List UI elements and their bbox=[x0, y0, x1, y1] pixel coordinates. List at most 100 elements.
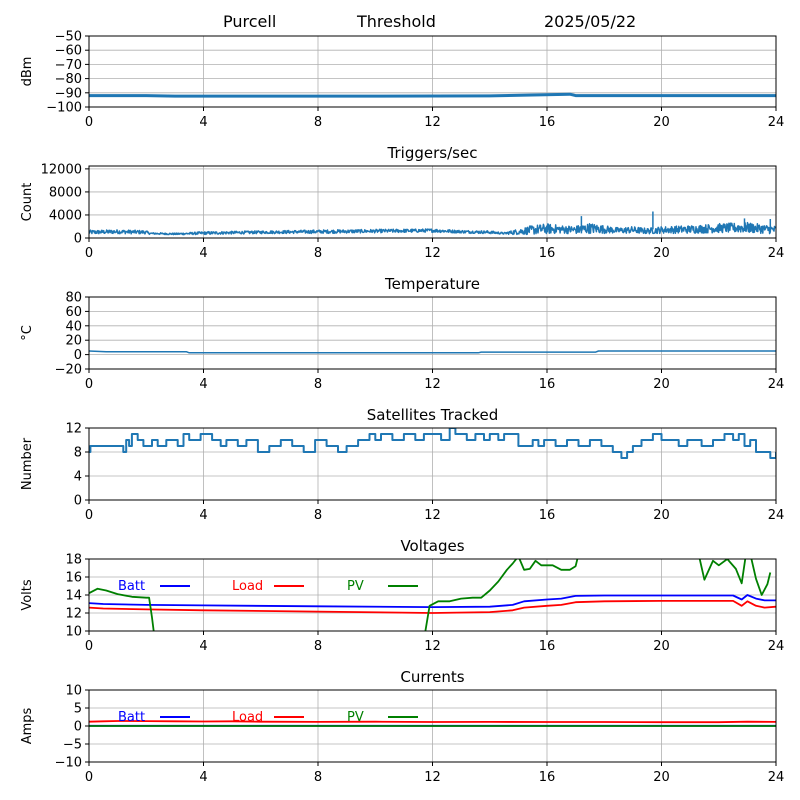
series-line bbox=[89, 92, 776, 98]
series-group bbox=[89, 559, 776, 631]
y-axis-label: dBm bbox=[20, 57, 35, 87]
y-tick-label: −50 bbox=[55, 30, 82, 45]
y-tick-label: −80 bbox=[55, 72, 82, 87]
y-tick-label: 0 bbox=[74, 348, 82, 363]
x-tick-label: 0 bbox=[85, 246, 93, 261]
x-tick-label: 4 bbox=[199, 639, 207, 654]
series-group bbox=[89, 720, 776, 727]
x-tick-label: 20 bbox=[653, 377, 670, 392]
y-tick-label: −10 bbox=[55, 756, 82, 771]
x-tick-label: 20 bbox=[653, 246, 670, 261]
x-tick-label: 16 bbox=[539, 377, 556, 392]
chart-satellites: 0 4 8 12 16 20 24 0 4 8 12 Satellites Tracked Number bbox=[20, 406, 784, 523]
y-tick-label: 10 bbox=[65, 625, 82, 640]
x-tick-label: 12 bbox=[424, 377, 441, 392]
y-tick-label: 0 bbox=[74, 232, 82, 247]
chart-title: Temperature bbox=[384, 275, 480, 293]
x-tick-label: 8 bbox=[314, 508, 322, 523]
y-axis-label: Volts bbox=[20, 579, 35, 611]
x-tick-label: 20 bbox=[653, 508, 670, 523]
series-group bbox=[89, 92, 776, 98]
y-tick-label: 80 bbox=[65, 291, 82, 306]
series-group bbox=[89, 211, 776, 236]
x-tick-label: 4 bbox=[199, 770, 207, 785]
y-axis-label: °C bbox=[20, 325, 35, 341]
header-mode: Threshold bbox=[356, 12, 436, 31]
x-tick-label: 0 bbox=[85, 639, 93, 654]
legend-label-pv: PV bbox=[347, 579, 364, 594]
y-tick-label: 40 bbox=[65, 319, 82, 334]
x-tick-label: 16 bbox=[539, 115, 556, 130]
x-tick-label: 8 bbox=[314, 770, 322, 785]
x-tick-label: 12 bbox=[424, 639, 441, 654]
legend-label-batt: Batt bbox=[118, 710, 145, 725]
x-tick-label: 4 bbox=[199, 115, 207, 130]
x-tick-label: 0 bbox=[85, 770, 93, 785]
x-tick-label: 20 bbox=[653, 770, 670, 785]
chart-currents: 0 4 8 12 16 20 24 −10 −5 0 5 10 Currents Amps Batt Load… bbox=[20, 668, 784, 785]
y-axis-label: Number bbox=[20, 437, 35, 490]
series-line-pv bbox=[424, 559, 579, 631]
legend-label-batt: Batt bbox=[118, 579, 145, 594]
y-tick-label: 14 bbox=[65, 589, 82, 604]
y-tick-label: −5 bbox=[63, 738, 82, 753]
x-tick-label: 24 bbox=[768, 770, 785, 785]
y-tick-label: −70 bbox=[55, 58, 82, 73]
series-group bbox=[89, 350, 776, 354]
y-tick-label: 20 bbox=[65, 334, 82, 349]
y-tick-label: −20 bbox=[55, 363, 82, 378]
chart-threshold: 0 4 8 12 16 20 24 −100−90−80−70−60−50 dBm bbox=[20, 30, 784, 131]
y-tick-label: 0 bbox=[74, 720, 82, 735]
x-tick-label: 4 bbox=[199, 377, 207, 392]
y-axis-label: Amps bbox=[20, 707, 35, 744]
series-line-pv bbox=[89, 587, 155, 631]
x-tick-label: 12 bbox=[424, 770, 441, 785]
chart-triggers: 0 4 8 12 16 20 24 0 4000 8000 12000 Triggers/sec Cou… bbox=[20, 144, 784, 261]
x-tick-label: 20 bbox=[653, 639, 670, 654]
chart-title: Voltages bbox=[400, 537, 464, 555]
series-line-load bbox=[89, 600, 776, 614]
y-tick-label: 18 bbox=[65, 553, 82, 568]
y-tick-label: −60 bbox=[55, 44, 82, 59]
header-station: Purcell bbox=[223, 12, 276, 31]
x-tick-label: 24 bbox=[768, 115, 785, 130]
y-axis-label: Count bbox=[20, 183, 35, 222]
y-tick-label: 0 bbox=[74, 494, 82, 509]
x-tick-label: 0 bbox=[85, 377, 93, 392]
x-tick-label: 16 bbox=[539, 508, 556, 523]
x-tick-label: 20 bbox=[653, 115, 670, 130]
x-tick-label: 12 bbox=[424, 115, 441, 130]
x-tick-label: 8 bbox=[314, 246, 322, 261]
series-line-load bbox=[89, 720, 776, 724]
x-tick-label: 24 bbox=[768, 508, 785, 523]
chart-title: Satellites Tracked bbox=[367, 406, 498, 424]
chart-title: Triggers/sec bbox=[387, 144, 478, 162]
x-tick-label: 24 bbox=[768, 639, 785, 654]
x-tick-label: 0 bbox=[85, 115, 93, 130]
x-tick-label: 4 bbox=[199, 508, 207, 523]
y-tick-label: −100 bbox=[46, 101, 82, 116]
x-tick-label: 8 bbox=[314, 115, 322, 130]
y-tick-label: 10 bbox=[65, 684, 82, 699]
x-tick-label: 12 bbox=[424, 246, 441, 261]
series-line bbox=[89, 221, 776, 236]
legend-label-load: Load bbox=[232, 710, 263, 725]
chart-title: Currents bbox=[400, 668, 464, 686]
x-tick-label: 24 bbox=[768, 246, 785, 261]
x-tick-label: 16 bbox=[539, 639, 556, 654]
x-tick-label: 4 bbox=[199, 246, 207, 261]
y-tick-label: 12000 bbox=[41, 162, 82, 177]
series-group bbox=[89, 428, 776, 459]
y-tick-label: 4000 bbox=[49, 208, 82, 223]
y-tick-label: 5 bbox=[74, 702, 82, 717]
y-tick-label: 60 bbox=[65, 305, 82, 320]
legend-label-pv: PV bbox=[347, 710, 364, 725]
y-tick-label: 8000 bbox=[49, 185, 82, 200]
x-tick-label: 0 bbox=[85, 508, 93, 523]
series-line-pv bbox=[698, 559, 772, 596]
series-line-batt bbox=[89, 594, 776, 608]
x-tick-label: 16 bbox=[539, 770, 556, 785]
y-tick-label: −90 bbox=[55, 86, 82, 101]
